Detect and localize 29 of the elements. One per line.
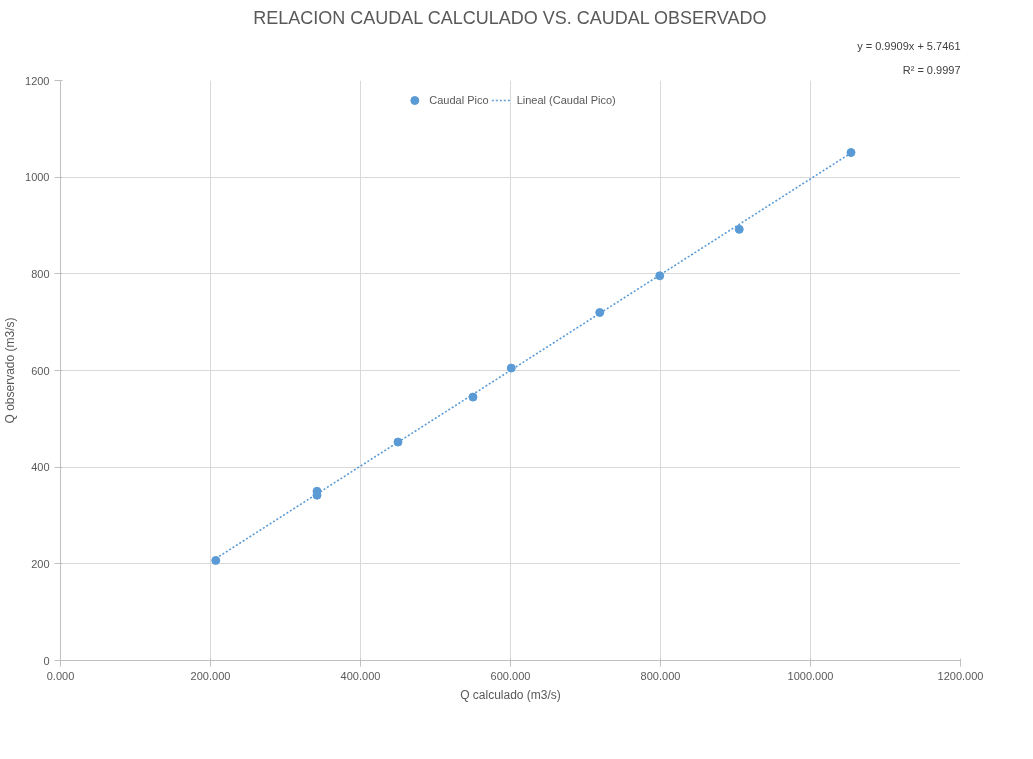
y-tick-label: 800 (31, 267, 50, 280)
point (595, 308, 605, 317)
text: R² = 0.9997 (902, 63, 961, 76)
point (393, 437, 403, 447)
point (734, 224, 744, 234)
y-tick-label: 600 (31, 364, 50, 377)
point (846, 148, 856, 158)
y-tick-label: 400 (31, 461, 50, 474)
x-tick-label: 0.000 (46, 669, 75, 682)
point (468, 392, 478, 402)
y-tick-label: 200 (31, 557, 50, 570)
y-tick-label: 1000 (25, 171, 50, 184)
point (506, 363, 516, 373)
x-axis-title: Q calculado (m3/s) (460, 687, 561, 702)
chart-title: RELACION CAUDAL CALCULADO VS. CAUDAL OBSERVADO (253, 7, 767, 28)
legend-label: Caudal Pico (429, 94, 489, 106)
y-tick-label: 1200 (25, 74, 50, 87)
x-tick-label: 400.000 (340, 669, 381, 682)
point (211, 555, 221, 565)
x-tick-label: 800.000 (640, 669, 681, 682)
point (655, 271, 665, 281)
x-tick-label: 600.000 (490, 669, 531, 682)
x-tick-label: 1200.000 (937, 669, 984, 682)
x-tick-label: 1000.000 (787, 669, 834, 682)
legend-label: Lineal (Caudal Pico) (516, 94, 616, 106)
text: y = 0.9909x + 5.7461 (857, 39, 961, 52)
y-axis-title: Q observado (m3/s) (3, 317, 18, 424)
x-tick-label: 200.000 (190, 669, 231, 682)
y-tick-label: 0 (43, 654, 50, 667)
